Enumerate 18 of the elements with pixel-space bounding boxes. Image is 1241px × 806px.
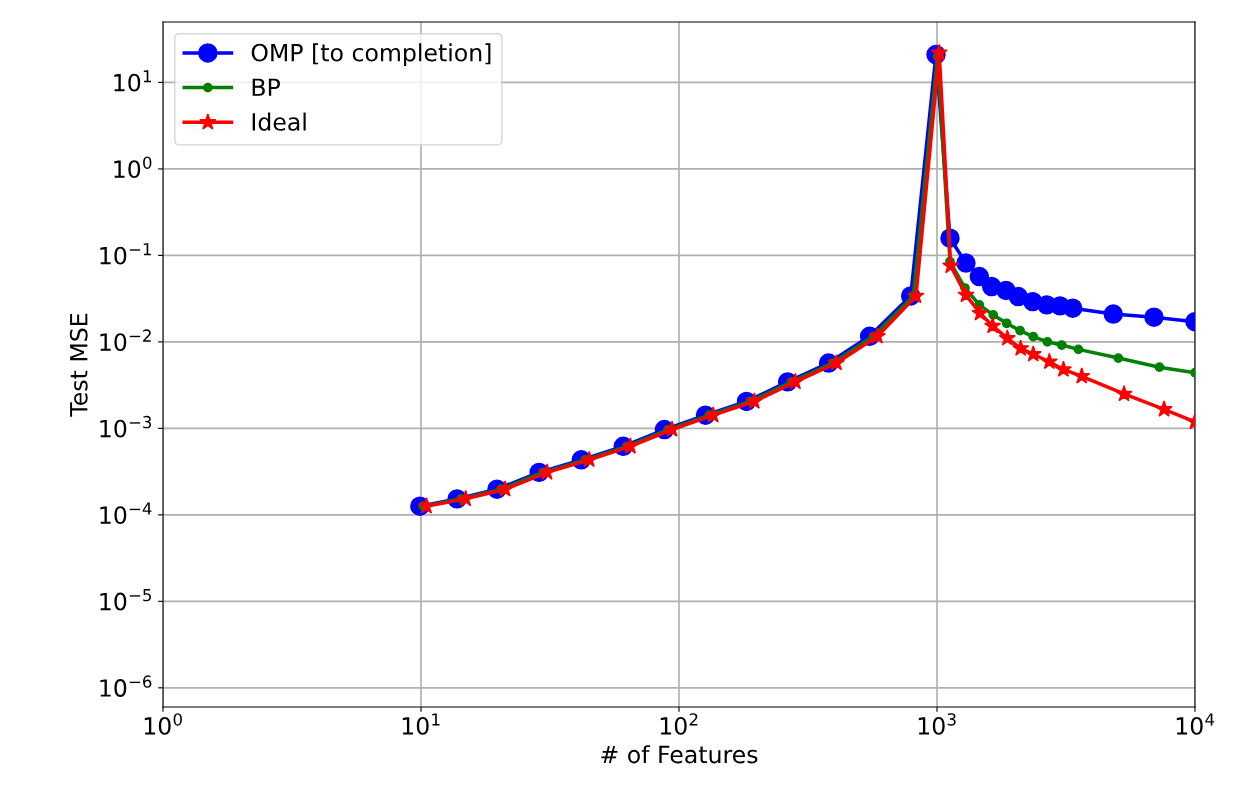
- y-tick-label: 10$^{0}$: [114, 156, 152, 179]
- legend-label: Ideal: [252, 112, 306, 131]
- y-tick-label: 10$^{−6}$: [100, 675, 152, 697]
- legend-label: OMP [to completion]: [251, 43, 491, 67]
- x-tick-label: 10$^{0}$: [144, 713, 182, 735]
- x-tick-label: 10$^{4}$: [1176, 713, 1215, 735]
- y-tick-label: 10$^{−1}$: [100, 243, 151, 265]
- x-axis-title: # of Features: [601, 745, 758, 764]
- x-tick-label: 10$^{1}$: [402, 713, 440, 735]
- y-tick-label: 10$^{−3}$: [100, 415, 152, 438]
- x-tick-label: 10$^{2}$: [660, 713, 698, 735]
- y-tick-label: 10$^{1}$: [114, 70, 151, 92]
- y-tick-label: 10$^{−4}$: [100, 502, 152, 524]
- y-tick-label: 10$^{−2}$: [100, 329, 151, 352]
- y-axis-title: Test MSE: [69, 313, 88, 417]
- legend-label: BP: [252, 78, 280, 96]
- x-tick-label: 10$^{3}$: [918, 713, 956, 735]
- y-tick-label: 10$^{−5}$: [100, 589, 151, 611]
